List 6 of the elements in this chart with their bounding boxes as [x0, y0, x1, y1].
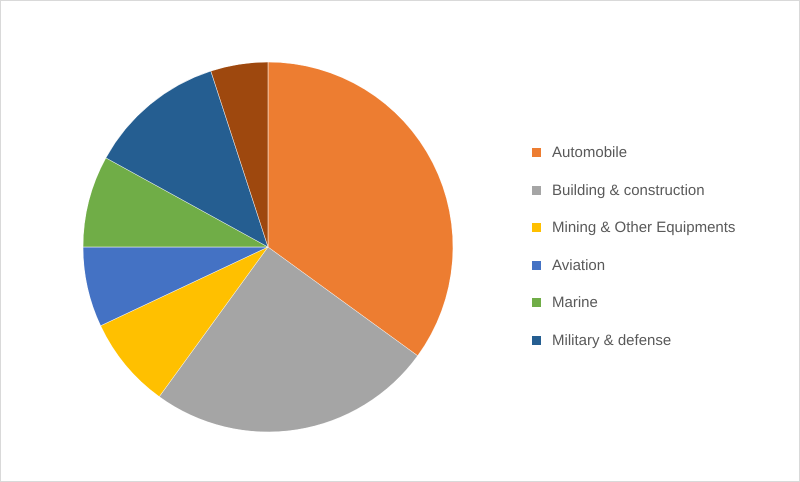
legend-label: Aviation	[552, 256, 606, 274]
legend-label: Building & construction	[552, 182, 705, 199]
legend-label: Marine	[552, 294, 598, 312]
legend-label: Military & defense	[552, 332, 672, 349]
legend-label: Automobile	[552, 144, 628, 162]
legend-label: Mining & Other Equipments	[552, 219, 736, 236]
